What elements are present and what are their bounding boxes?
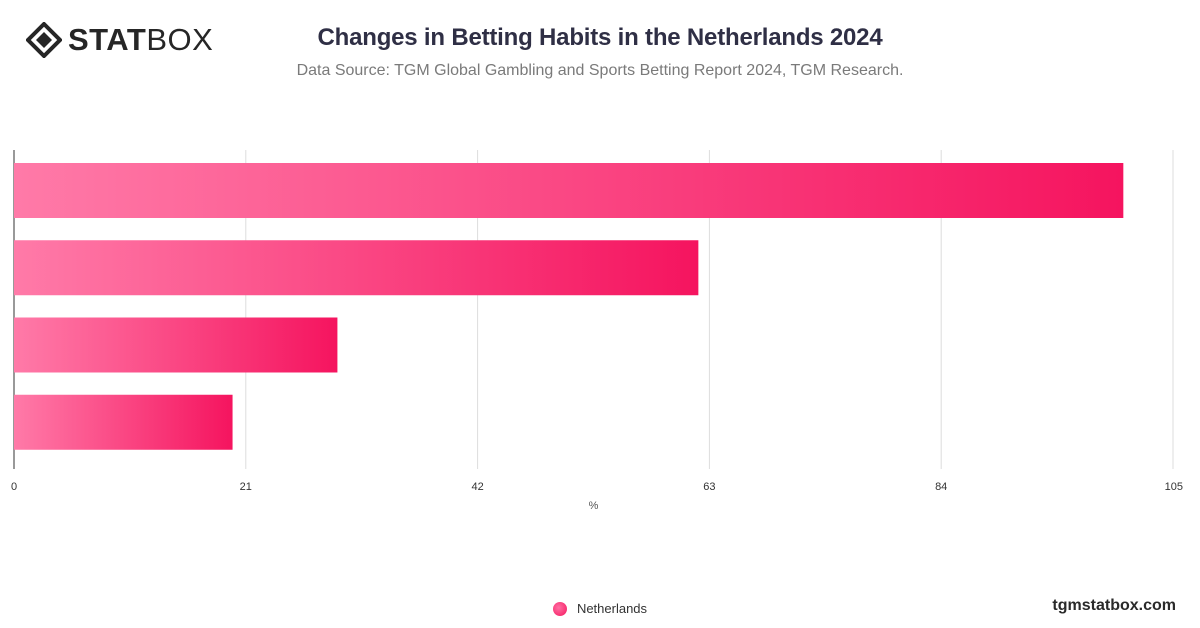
x-tick-label: 21	[240, 481, 252, 493]
x-axis-ticks: 0 21 42 63 84 105	[11, 481, 1183, 493]
x-tick-label: 42	[471, 481, 483, 493]
bar[interactable]	[14, 317, 338, 373]
legend[interactable]: Netherlands	[0, 601, 1200, 616]
chart-title: Changes in Betting Habits in the Netherl…	[317, 24, 883, 51]
footer-url: tgmstatbox.com	[1052, 597, 1176, 614]
statbox-diamond-icon	[26, 22, 62, 58]
bars	[14, 163, 1124, 450]
x-tick-label: 63	[703, 481, 715, 493]
x-tick-label: 105	[1165, 481, 1183, 493]
bar[interactable]	[14, 163, 1124, 218]
legend-marker	[552, 601, 567, 616]
statbox-logo: STATBOX	[26, 22, 213, 58]
chart-subtitle: Data Source: TGM Global Gambling and Spo…	[296, 62, 904, 79]
x-tick-label: 84	[935, 481, 947, 493]
x-axis-label: %	[589, 500, 599, 512]
bar[interactable]	[14, 394, 233, 450]
x-tick-label: 0	[11, 481, 17, 493]
logo-text-light: BOX	[146, 22, 214, 57]
bar[interactable]	[14, 240, 699, 296]
logo-wordmark: STATBOX	[68, 22, 213, 58]
logo-text-bold: STAT	[68, 22, 147, 57]
legend-label-netherlands: Netherlands	[576, 601, 648, 616]
